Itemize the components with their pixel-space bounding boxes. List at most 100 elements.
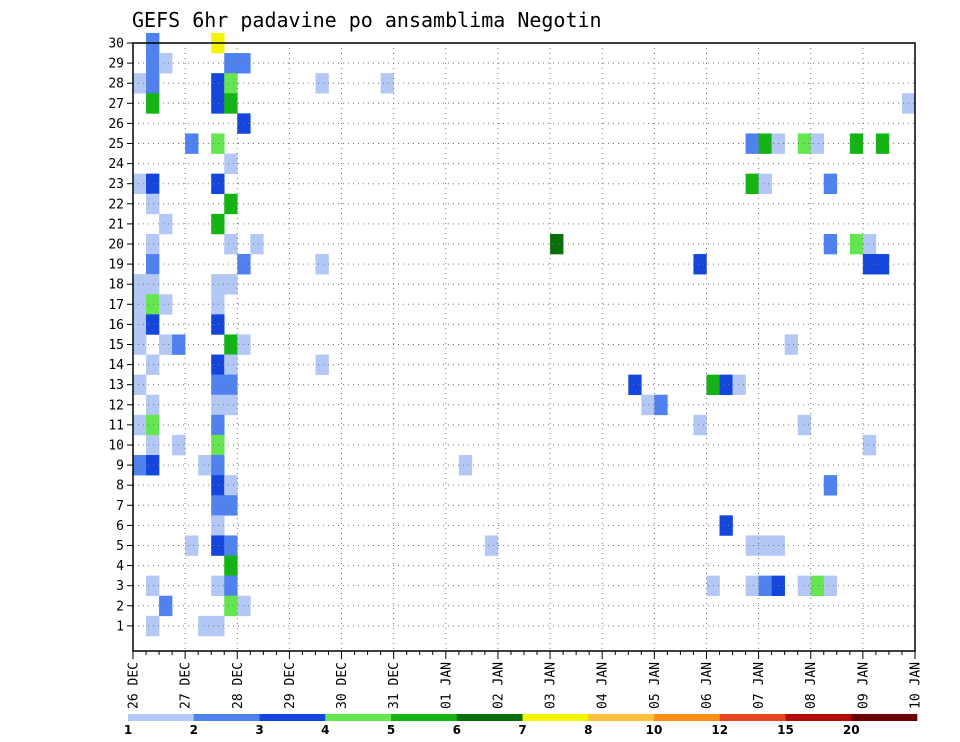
- precip-cell: [146, 73, 160, 94]
- x-tick-label: 03 JAN: [544, 662, 559, 709]
- precip-cell: [224, 334, 238, 355]
- x-tick-label: 09 JAN: [856, 662, 871, 709]
- precip-cell: [133, 274, 147, 295]
- y-tick-label: 11: [108, 418, 124, 433]
- precip-cell: [211, 73, 225, 94]
- precip-cell: [146, 455, 160, 476]
- precip-cell: [198, 455, 212, 476]
- precip-cell: [159, 213, 173, 235]
- legend-swatch: [391, 714, 458, 721]
- precip-cell: [211, 515, 225, 536]
- precip-cell: [211, 535, 225, 556]
- y-tick-label: 23: [108, 177, 124, 192]
- precip-cell: [224, 595, 238, 617]
- legend-swatch: [719, 714, 786, 721]
- precip-cell: [211, 475, 225, 496]
- precip-cell: [211, 274, 225, 295]
- precip-cell: [146, 314, 160, 335]
- precip-cell: [823, 233, 838, 255]
- precip-cell: [745, 535, 759, 556]
- precip-cell: [224, 73, 238, 94]
- precip-cell: [146, 53, 160, 74]
- x-tick-label: 10 JAN: [909, 662, 924, 709]
- precip-cell: [224, 354, 238, 375]
- precip-cell: [211, 434, 225, 456]
- precip-cell: [211, 294, 225, 315]
- precip-cell: [159, 53, 173, 74]
- precip-cell: [628, 374, 642, 396]
- x-tick-label: 30 DEC: [335, 662, 350, 709]
- y-tick-label: 6: [116, 519, 124, 534]
- precip-cell: [211, 455, 225, 476]
- y-axis: 1234567891011121314151617181920212223242…: [108, 37, 133, 634]
- y-tick-label: 10: [108, 438, 124, 453]
- precip-cell: [758, 133, 772, 154]
- precip-cell: [797, 133, 812, 154]
- precip-cell: [211, 414, 225, 436]
- legend-label: 15: [777, 723, 794, 737]
- precip-cell: [315, 254, 329, 275]
- legend-swatch: [259, 714, 326, 721]
- precip-cell: [654, 394, 668, 416]
- precip-cell: [211, 133, 225, 154]
- precip-cell: [875, 133, 890, 154]
- y-tick-label: 25: [108, 137, 124, 152]
- precip-cell: [862, 254, 877, 275]
- y-tick-label: 14: [108, 358, 124, 373]
- x-tick-label: 04 JAN: [596, 662, 611, 709]
- legend-swatch: [851, 714, 918, 721]
- x-tick-label: 31 DEC: [387, 662, 402, 709]
- legend-label: 1: [124, 723, 132, 737]
- y-tick-label: 2: [116, 599, 124, 614]
- y-tick-label: 5: [116, 539, 124, 554]
- precip-cell: [211, 374, 225, 396]
- precip-cell: [211, 173, 225, 195]
- precip-cell: [719, 515, 733, 536]
- precip-cell: [875, 254, 890, 275]
- y-tick-label: 21: [108, 217, 124, 232]
- precip-cell: [146, 394, 160, 416]
- precip-cell: [862, 434, 877, 456]
- precip-cell: [315, 73, 329, 94]
- precip-cell: [823, 173, 838, 195]
- precip-cell: [719, 374, 733, 396]
- precip-cell: [693, 414, 707, 436]
- x-tick-label: 05 JAN: [648, 662, 663, 709]
- precip-cell: [784, 334, 798, 355]
- precip-cell: [211, 394, 225, 416]
- y-tick-label: 15: [108, 338, 124, 353]
- x-tick-label: 29 DEC: [283, 662, 298, 709]
- y-tick-label: 8: [116, 479, 124, 494]
- precip-cell: [146, 173, 160, 195]
- precip-cell: [458, 455, 473, 476]
- precip-cell: [146, 414, 160, 436]
- precip-cell: [133, 414, 147, 436]
- precip-cell: [797, 575, 812, 597]
- y-tick-label: 22: [108, 197, 124, 212]
- legend-label: 6: [453, 723, 461, 737]
- legend-swatch: [588, 714, 655, 721]
- precip-cell: [224, 374, 238, 396]
- y-tick-label: 18: [108, 278, 124, 293]
- precip-cell: [146, 294, 160, 315]
- precip-cell: [224, 495, 238, 516]
- precip-cell: [224, 193, 238, 215]
- precip-cell: [211, 575, 225, 597]
- legend-label: 5: [387, 723, 395, 737]
- x-tick-label: 26 DEC: [127, 662, 142, 709]
- legend-label: 3: [255, 723, 263, 737]
- precip-cell: [146, 233, 160, 255]
- y-tick-label: 24: [108, 157, 124, 172]
- precip-cell: [224, 575, 238, 597]
- precip-cell: [133, 374, 147, 396]
- y-tick-label: 19: [108, 258, 124, 273]
- precip-cell: [211, 495, 225, 516]
- legend-label: 8: [584, 723, 592, 737]
- legend-swatch: [654, 714, 721, 721]
- precip-cell: [211, 354, 225, 375]
- precip-cell: [862, 233, 877, 255]
- precip-cell: [224, 555, 238, 576]
- precip-cell: [250, 233, 264, 255]
- precip-cell: [224, 475, 238, 496]
- precip-cell: [146, 274, 160, 295]
